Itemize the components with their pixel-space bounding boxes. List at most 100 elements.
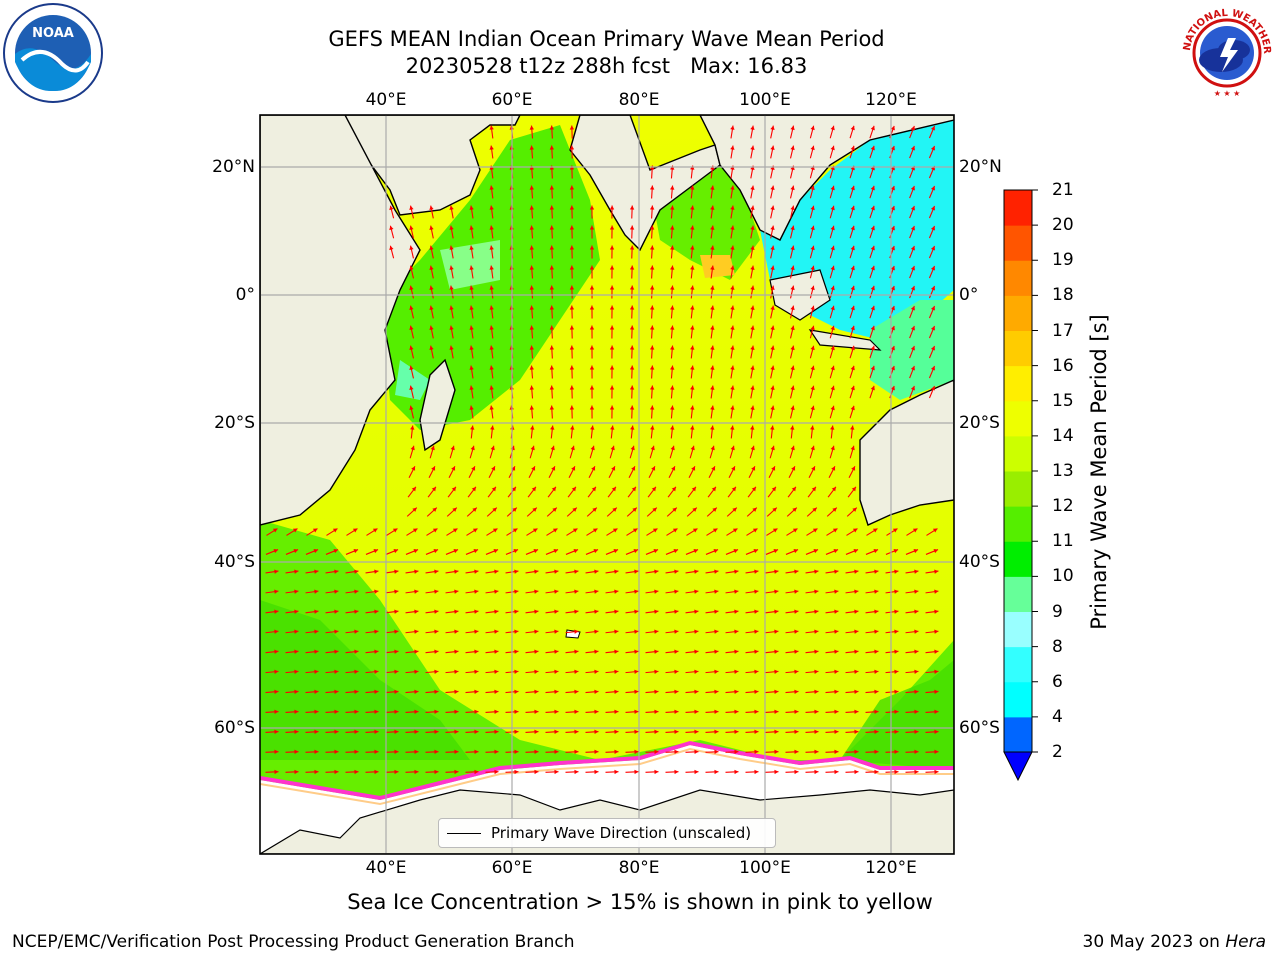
wave-arrow-head bbox=[750, 285, 755, 290]
wave-arrow-head bbox=[572, 528, 578, 533]
wave-arrow-head bbox=[874, 749, 879, 755]
wave-arrow-head bbox=[453, 549, 459, 554]
wave-arrow-head bbox=[529, 285, 534, 290]
wave-arrow-head bbox=[429, 245, 434, 250]
wave-arrow-head bbox=[569, 325, 575, 330]
wave-arrow-head bbox=[874, 629, 879, 634]
wave-arrow-head bbox=[592, 507, 597, 512]
wave-arrow-head bbox=[750, 305, 755, 310]
wave-arrow-head bbox=[274, 709, 279, 715]
wave-arrow-head bbox=[314, 589, 319, 594]
wave-arrow-head bbox=[314, 609, 319, 614]
wave-arrow-head bbox=[474, 669, 479, 674]
wave-arrow-head bbox=[834, 689, 839, 694]
wave-arrow-head bbox=[494, 569, 499, 574]
wave-arrow-head bbox=[471, 486, 476, 492]
wave-arrow-head bbox=[673, 549, 679, 554]
wave-arrow-head bbox=[534, 689, 539, 694]
wave-arrow-head bbox=[394, 769, 399, 775]
wave-arrow-head bbox=[690, 245, 695, 250]
wave-arrow-head bbox=[850, 445, 855, 451]
wave-arrow-head bbox=[830, 405, 835, 411]
wave-arrow-head bbox=[534, 749, 539, 755]
wave-arrow-head bbox=[412, 507, 417, 512]
wave-arrow-head bbox=[409, 205, 414, 211]
wave-arrow-head bbox=[890, 125, 895, 131]
wave-arrow-head bbox=[690, 385, 695, 390]
wave-arrow-head bbox=[534, 669, 539, 674]
wave-arrow-head bbox=[750, 445, 755, 451]
wave-arrow-head bbox=[594, 629, 599, 634]
colorbar-segment bbox=[1004, 435, 1032, 472]
map-area bbox=[260, 115, 954, 854]
wave-arrow-head bbox=[730, 185, 735, 190]
wave-arrow-head bbox=[374, 649, 379, 654]
wave-arrow-head bbox=[854, 709, 859, 715]
wave-arrow-head bbox=[452, 507, 457, 512]
wave-arrow-head bbox=[414, 669, 419, 674]
wave-arrow-head bbox=[354, 689, 359, 694]
wave-arrow-head bbox=[694, 629, 699, 634]
wave-arrow-head bbox=[714, 649, 719, 654]
wave-arrow-head bbox=[894, 749, 899, 755]
wave-arrow-head bbox=[549, 225, 555, 230]
wave-arrow-head bbox=[414, 709, 419, 715]
wave-arrow-head bbox=[730, 305, 735, 310]
wave-arrow-head bbox=[410, 425, 415, 430]
wave-arrow-head bbox=[569, 365, 575, 370]
wave-arrow-head bbox=[491, 466, 496, 471]
lat-label-left: 60°S bbox=[214, 718, 255, 738]
wave-arrow-head bbox=[274, 689, 279, 694]
wave-arrow-head bbox=[770, 365, 775, 371]
wave-arrow-head bbox=[690, 305, 695, 310]
footer-date: 30 May 2023 on Hera bbox=[1083, 932, 1267, 952]
wave-arrow-head bbox=[489, 385, 494, 390]
wave-arrow-head bbox=[374, 749, 379, 755]
wave-arrow-head bbox=[412, 528, 418, 533]
wave-arrow-head bbox=[429, 265, 434, 270]
wave-arrow-head bbox=[770, 385, 775, 391]
wave-arrow-head bbox=[614, 769, 619, 775]
wave-arrow-head bbox=[714, 689, 719, 694]
wave-arrow-head bbox=[589, 405, 595, 410]
wave-arrow-head bbox=[894, 689, 899, 694]
wave-arrow-head bbox=[752, 507, 757, 512]
wave-arrow-head bbox=[853, 549, 859, 554]
wave-arrow-head bbox=[834, 649, 839, 654]
wave-arrow-head bbox=[511, 466, 516, 471]
wave-arrow-head bbox=[494, 649, 499, 654]
wave-arrow-head bbox=[652, 507, 657, 512]
wave-arrow-head bbox=[629, 325, 635, 330]
wave-arrow-head bbox=[914, 669, 919, 674]
wave-arrow-head bbox=[574, 709, 579, 715]
wave-arrow-head bbox=[431, 466, 436, 471]
wave-arrow-head bbox=[850, 205, 855, 211]
wave-arrow-head bbox=[552, 528, 558, 533]
wave-arrow-head bbox=[634, 589, 639, 594]
wave-arrow-head bbox=[690, 185, 695, 190]
wave-arrow-head bbox=[432, 528, 438, 533]
wave-arrow-head bbox=[670, 185, 675, 190]
colorbar-tick-label: 21 bbox=[1052, 180, 1074, 200]
wave-arrow-head bbox=[834, 609, 839, 614]
wave-arrow-head bbox=[850, 185, 855, 191]
wave-arrow-head bbox=[810, 265, 815, 271]
wave-arrow-head bbox=[690, 365, 695, 370]
wave-arrow-head bbox=[532, 528, 538, 533]
wave-arrow-head bbox=[890, 185, 895, 191]
wave-arrow-head bbox=[389, 225, 394, 231]
wave-arrow-head bbox=[910, 305, 915, 311]
wave-arrow-head bbox=[734, 769, 739, 775]
wave-arrow-head bbox=[790, 305, 795, 311]
wave-arrow-head bbox=[414, 589, 419, 594]
wave-arrow-head bbox=[890, 365, 895, 371]
wave-arrow-head bbox=[334, 709, 339, 715]
wave-arrow-head bbox=[634, 609, 639, 614]
wave-arrow-head bbox=[830, 305, 835, 311]
wave-arrow-head bbox=[609, 405, 615, 410]
wave-arrow-head bbox=[514, 769, 519, 775]
wave-arrow-head bbox=[850, 265, 855, 271]
wave-arrow-head bbox=[890, 385, 895, 391]
wave-arrow-head bbox=[529, 345, 534, 350]
wave-arrow-head bbox=[790, 225, 795, 231]
